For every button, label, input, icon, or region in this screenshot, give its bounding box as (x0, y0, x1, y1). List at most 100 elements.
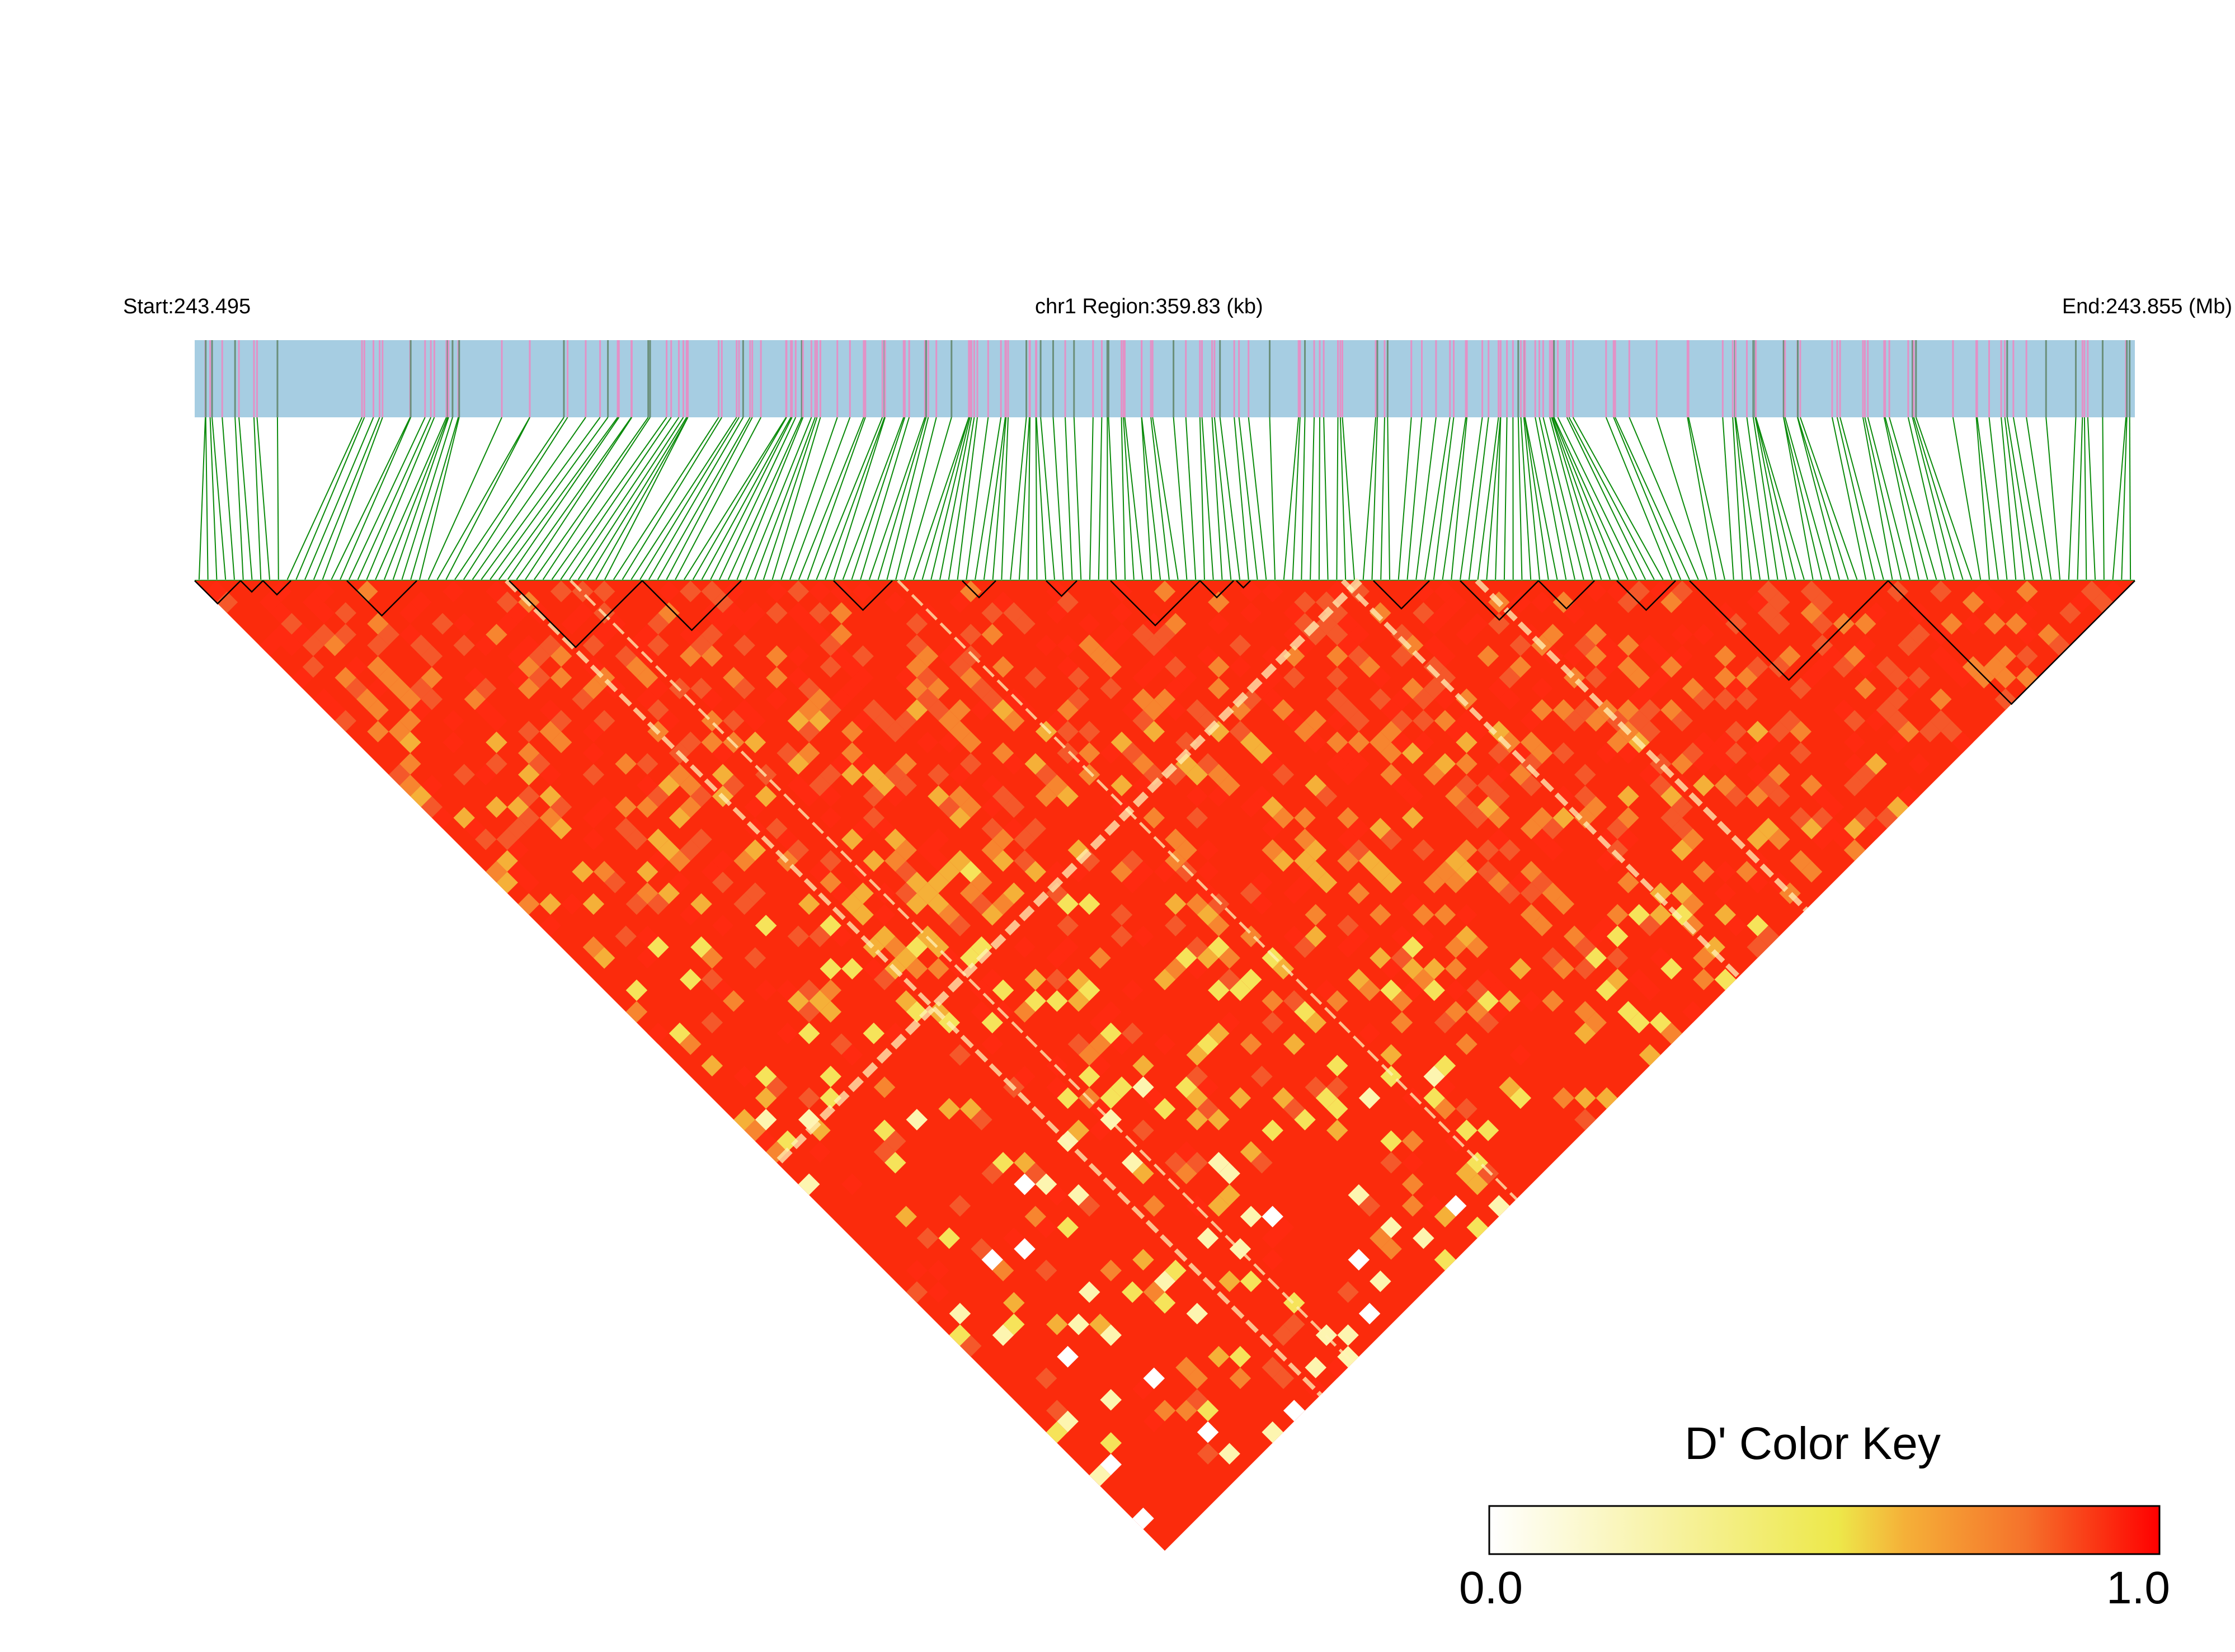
ld-cell (507, 796, 529, 818)
ld-cell (313, 602, 335, 624)
ld-cell (1434, 904, 1456, 926)
snp-connector (1688, 417, 1725, 580)
ld-cell (1100, 1324, 1122, 1346)
ld-cell (755, 1109, 777, 1131)
ld-cell (388, 677, 411, 699)
ld-cell (895, 753, 917, 775)
snp-connector (1211, 417, 1223, 580)
ld-cell (464, 688, 486, 710)
ld-cell (863, 1022, 885, 1044)
ld-cell (1542, 839, 1564, 861)
ld-cell (399, 602, 421, 624)
ld-cell (1078, 764, 1100, 786)
snp-connector (205, 417, 209, 580)
ld-cell (2016, 624, 2038, 646)
ld-cell (518, 807, 540, 829)
ld-cell (1046, 968, 1068, 991)
ld-cell (1003, 796, 1025, 818)
ld-cell (1348, 581, 1370, 603)
ld-cell (625, 979, 648, 1001)
ld-cell (658, 602, 680, 624)
snp-connector (1415, 417, 1437, 580)
ld-cell (906, 1001, 928, 1023)
ld-cell (820, 872, 841, 893)
ld-cell (755, 1130, 777, 1152)
snp-connector (966, 417, 989, 580)
ld-cell (852, 817, 874, 840)
ld-cell (1380, 1152, 1402, 1174)
ld-cell (1855, 656, 1876, 678)
snp-connector (1036, 417, 1047, 580)
ld-cell (1488, 1001, 1510, 1023)
snp-connector (684, 417, 787, 580)
ld-cell (496, 850, 518, 872)
ld-cell (1811, 829, 1833, 850)
snp-connector (992, 417, 1007, 580)
ld-cell (1305, 1076, 1326, 1098)
ld-cell (1326, 645, 1348, 667)
ld-cell (1682, 829, 1704, 850)
snp-connector (868, 417, 926, 580)
ld-cell (1100, 1087, 1122, 1109)
ld-cell (1488, 764, 1510, 786)
ld-cell (1100, 742, 1122, 764)
ld-cell (1100, 1001, 1122, 1023)
snp-connector (1124, 417, 1144, 580)
region-start-label: Start:243.495 (123, 295, 251, 318)
ld-cell (1057, 742, 1079, 764)
ld-cell (1294, 936, 1316, 958)
ld-cell (582, 936, 605, 958)
ld-cell (1078, 893, 1100, 915)
ld-cell (1111, 602, 1133, 624)
ld-cell (1994, 688, 2017, 710)
ld-cell (1078, 1195, 1100, 1217)
ld-cell (971, 893, 992, 915)
ld-cell (518, 742, 540, 764)
ld-cell (723, 774, 745, 797)
ld-cell (928, 872, 949, 893)
snp-connector (1605, 417, 1673, 580)
ld-cell (1596, 634, 1618, 656)
ld-cell (1014, 936, 1036, 958)
ld-cell (852, 904, 874, 926)
ld-cell (1186, 785, 1208, 807)
snp-connector (1831, 417, 1867, 580)
ld-cell (421, 688, 443, 710)
ld-cell (744, 882, 766, 904)
snp-connector (1238, 417, 1258, 580)
ld-cell (1650, 774, 1672, 797)
ld-cell (1100, 1109, 1122, 1131)
ld-cell (766, 688, 788, 710)
ld-cell (410, 699, 432, 721)
ld-cell (852, 710, 874, 732)
ld-cell (1240, 581, 1262, 603)
ld-cell (647, 785, 669, 807)
ld-cell (1413, 1227, 1434, 1249)
ld-cell (852, 667, 874, 689)
ld-cell (529, 667, 550, 689)
ld-cell (1886, 688, 1909, 710)
snp-connector (498, 417, 618, 580)
ld-cell (1078, 979, 1100, 1001)
ld-cell (1391, 774, 1413, 797)
ld-cell (1671, 581, 1693, 603)
ld-cell (1650, 1011, 1672, 1034)
ld-cell (1283, 645, 1305, 667)
ld-cell (981, 688, 1003, 710)
ld-cell (1380, 979, 1402, 1001)
ld-cell (281, 634, 303, 656)
ld-cell (852, 581, 874, 603)
ld-cell (507, 667, 529, 689)
ld-cell (1014, 1066, 1036, 1088)
ld-cell (1413, 968, 1434, 991)
ld-cell (1542, 882, 1564, 904)
snp-connector (1862, 417, 1893, 580)
ld-cell (1811, 656, 1833, 678)
ld-cell (636, 774, 658, 797)
ld-cell (1542, 990, 1564, 1012)
ld-cell (992, 850, 1014, 872)
ld-cell (798, 785, 820, 807)
ld-cell (1456, 904, 1478, 926)
ld-cell (1229, 1345, 1251, 1368)
